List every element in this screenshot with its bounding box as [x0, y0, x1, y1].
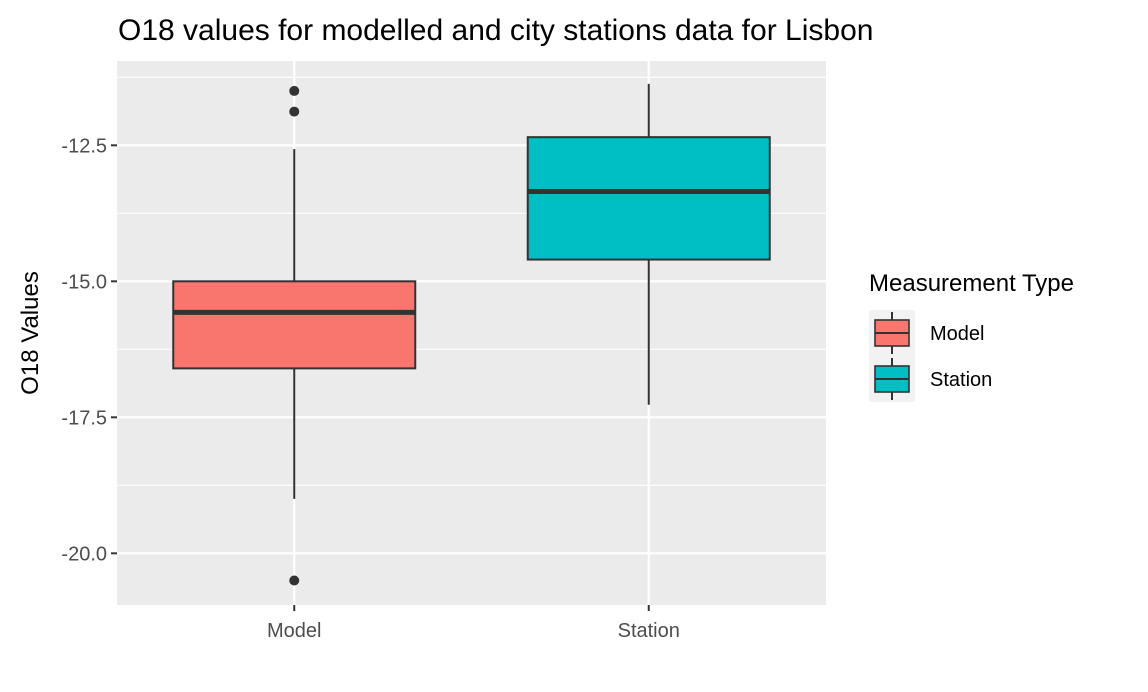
- y-axis-title: O18 Values: [17, 271, 44, 395]
- outlier-point: [289, 85, 300, 96]
- x-tick-label: Model: [267, 620, 321, 642]
- legend-title: Measurement Type: [869, 270, 1074, 297]
- x-tick-label: Station: [618, 620, 680, 642]
- legend-key-station: Station: [869, 356, 992, 402]
- outlier-point: [289, 106, 300, 117]
- legend-key-model: Model: [869, 310, 984, 356]
- chart-title: O18 values for modelled and city station…: [118, 14, 873, 47]
- box-model: [172, 85, 417, 586]
- axis-ticks: -12.5 -15.0 -17.5 -20.0 Model Station: [61, 135, 679, 642]
- outlier-point: [289, 575, 300, 586]
- y-tick-label: -17.5: [61, 407, 107, 429]
- box-station: [526, 83, 771, 405]
- iqr-box: [172, 280, 417, 370]
- iqr-box: [526, 136, 771, 261]
- legend: Measurement Type Model Station: [869, 270, 1074, 402]
- y-tick-label: -20.0: [61, 543, 107, 565]
- y-tick-label: -12.5: [61, 135, 107, 157]
- legend-label: Model: [930, 323, 984, 345]
- legend-label: Station: [930, 369, 992, 391]
- box-series: [172, 83, 771, 586]
- y-tick-label: -15.0: [61, 271, 107, 293]
